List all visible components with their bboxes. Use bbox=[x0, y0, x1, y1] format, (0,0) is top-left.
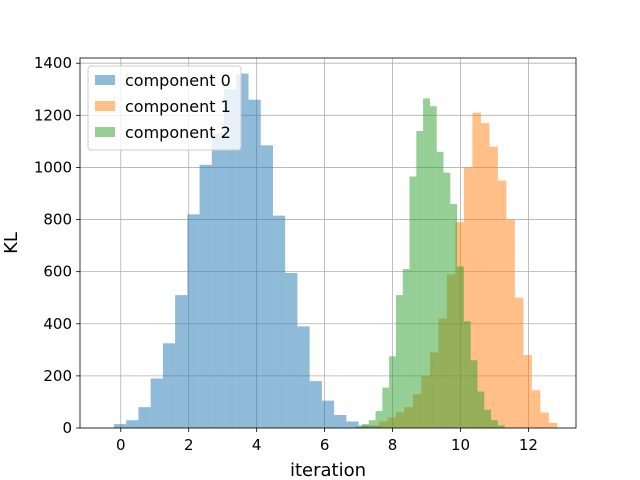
x-tick-label: 4 bbox=[252, 436, 262, 454]
x-tick-label: 0 bbox=[116, 436, 126, 454]
y-axis-label: KL bbox=[1, 232, 22, 254]
histogram-bar bbox=[260, 145, 273, 428]
histogram-bar bbox=[297, 326, 310, 428]
histogram-bar bbox=[321, 400, 335, 428]
histogram-bar bbox=[175, 295, 188, 428]
histogram-bar bbox=[361, 424, 369, 428]
legend-label: component 0 bbox=[125, 71, 231, 90]
bars bbox=[113, 73, 558, 429]
histogram-bar bbox=[375, 411, 383, 428]
histogram-bar bbox=[506, 219, 515, 428]
y-tick-label: 1400 bbox=[34, 54, 72, 72]
histogram-bar bbox=[423, 98, 430, 428]
histogram-bar bbox=[113, 424, 127, 428]
histogram-bar bbox=[346, 421, 359, 428]
histogram-bar bbox=[309, 381, 322, 428]
histogram-bar bbox=[497, 180, 507, 428]
histogram-bar bbox=[187, 214, 200, 428]
histogram-bar bbox=[272, 215, 286, 428]
y-ticks: 0 200 400 600 800 1000 1200 1400 bbox=[34, 54, 80, 437]
legend-swatch bbox=[95, 101, 115, 111]
histogram-bar bbox=[285, 272, 298, 428]
y-tick-label: 200 bbox=[43, 367, 72, 385]
histogram-bar bbox=[224, 89, 237, 428]
histogram-bar bbox=[450, 203, 458, 428]
histogram-bar bbox=[236, 73, 249, 429]
histogram-bar bbox=[477, 391, 485, 428]
y-tick-label: 1000 bbox=[34, 158, 72, 176]
series-0 bbox=[113, 73, 384, 429]
histogram-bar bbox=[211, 133, 225, 428]
histogram-bar bbox=[409, 176, 417, 428]
histogram-bar bbox=[416, 130, 424, 428]
histogram-bar bbox=[480, 123, 490, 429]
histogram-bar bbox=[355, 426, 362, 428]
histogram-bar bbox=[470, 360, 478, 428]
y-tick-label: 1200 bbox=[34, 106, 72, 124]
x-tick-label: 12 bbox=[519, 436, 538, 454]
histogram-bar bbox=[368, 420, 376, 428]
plot-frame bbox=[79, 57, 577, 429]
histogram-bar bbox=[395, 295, 403, 428]
y-tick-label: 600 bbox=[43, 263, 72, 281]
x-tick-label: 2 bbox=[184, 436, 194, 454]
histogram-bar bbox=[463, 321, 471, 428]
x-ticks: 0 2 4 6 8 10 12 bbox=[116, 428, 538, 454]
histogram-bar bbox=[150, 378, 163, 428]
histogram-bar bbox=[514, 297, 524, 428]
x-tick-label: 6 bbox=[320, 436, 330, 454]
legend-swatch bbox=[95, 75, 115, 85]
histogram-bar bbox=[248, 99, 261, 429]
histogram-bar bbox=[489, 146, 498, 428]
histogram-bar bbox=[126, 420, 139, 428]
histogram-bar bbox=[334, 414, 347, 428]
histogram-bar bbox=[389, 356, 396, 428]
histogram-bar bbox=[484, 409, 492, 428]
histogram-bar bbox=[162, 343, 176, 428]
series-2 bbox=[355, 98, 505, 429]
legend: component 0 component 1 component 2 bbox=[87, 65, 242, 151]
histogram-bar bbox=[402, 269, 410, 428]
x-tick-label: 8 bbox=[388, 436, 398, 454]
histogram-bar bbox=[531, 390, 541, 428]
x-tick-label: 10 bbox=[451, 436, 470, 454]
legend-box bbox=[87, 65, 242, 151]
histogram-bar bbox=[443, 172, 451, 428]
histogram-bar bbox=[429, 106, 437, 428]
histogram-bar bbox=[540, 412, 549, 428]
histogram-bar bbox=[436, 151, 444, 429]
y-tick-label: 0 bbox=[62, 419, 72, 437]
histogram-bar bbox=[497, 425, 505, 428]
legend-label: component 1 bbox=[125, 97, 231, 116]
histogram-bar bbox=[138, 407, 151, 428]
histogram-bar bbox=[548, 422, 558, 428]
histogram-bar bbox=[463, 167, 473, 428]
legend-label: component 2 bbox=[125, 123, 231, 142]
x-axis-label: iteration bbox=[290, 460, 366, 480]
histogram-bar bbox=[199, 164, 212, 428]
y-tick-label: 400 bbox=[43, 315, 72, 333]
histogram-bar bbox=[491, 420, 498, 428]
histogram-bar bbox=[523, 355, 532, 428]
histogram-bar bbox=[472, 112, 481, 428]
y-tick-label: 800 bbox=[43, 211, 72, 229]
histogram-bar bbox=[382, 387, 390, 428]
histogram-bar bbox=[457, 266, 464, 428]
legend-swatch bbox=[95, 127, 115, 137]
